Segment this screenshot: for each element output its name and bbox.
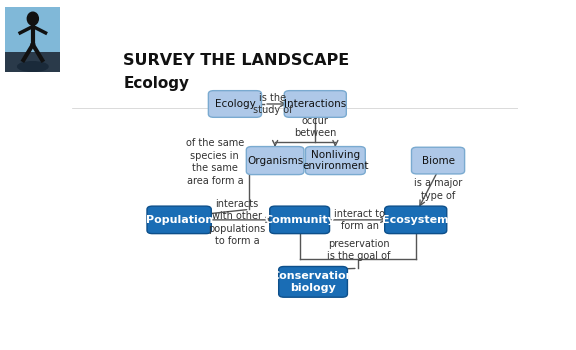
Text: preservation
is the goal of: preservation is the goal of bbox=[327, 239, 391, 261]
Text: Community: Community bbox=[264, 215, 335, 225]
Text: is the
study of: is the study of bbox=[253, 93, 293, 115]
Circle shape bbox=[27, 12, 39, 25]
FancyBboxPatch shape bbox=[279, 266, 347, 297]
Text: Ecology: Ecology bbox=[123, 76, 190, 91]
Text: Biome: Biome bbox=[422, 156, 454, 166]
Text: Interactions: Interactions bbox=[284, 99, 346, 109]
Text: is a major
type of: is a major type of bbox=[414, 178, 462, 201]
Text: Conservation
biology: Conservation biology bbox=[272, 271, 354, 293]
Text: Ecosystem: Ecosystem bbox=[382, 215, 449, 225]
Bar bbox=[5, 52, 60, 72]
FancyBboxPatch shape bbox=[285, 91, 346, 117]
Text: Nonliving
environment: Nonliving environment bbox=[302, 150, 369, 171]
FancyBboxPatch shape bbox=[247, 147, 304, 175]
FancyBboxPatch shape bbox=[270, 206, 329, 233]
Text: occur
between: occur between bbox=[294, 116, 336, 138]
Ellipse shape bbox=[18, 62, 48, 71]
Text: of the same
species in
the same
area form a: of the same species in the same area for… bbox=[185, 138, 244, 186]
FancyBboxPatch shape bbox=[411, 147, 465, 174]
FancyBboxPatch shape bbox=[385, 206, 447, 233]
Text: Organisms: Organisms bbox=[247, 156, 303, 166]
Text: Population: Population bbox=[146, 215, 213, 225]
FancyBboxPatch shape bbox=[209, 91, 262, 117]
Text: interact to
form an: interact to form an bbox=[335, 209, 385, 231]
FancyBboxPatch shape bbox=[305, 147, 365, 175]
Text: interacts
with other
populations
to form a: interacts with other populations to form… bbox=[209, 199, 266, 246]
Text: SURVEY THE LANDSCAPE: SURVEY THE LANDSCAPE bbox=[123, 53, 350, 68]
Text: Ecology: Ecology bbox=[215, 99, 255, 109]
FancyBboxPatch shape bbox=[147, 206, 211, 233]
